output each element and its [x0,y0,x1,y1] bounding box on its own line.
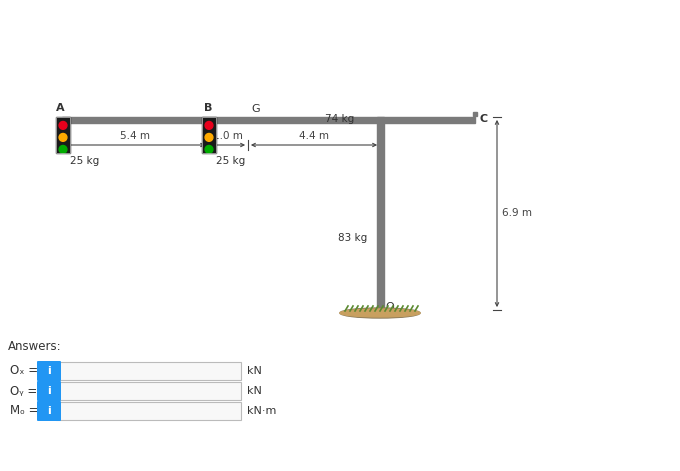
Bar [202,117,216,153]
Text: Oₓ =: Oₓ = [10,365,38,377]
Bar [56,382,241,400]
Text: Answers:: Answers: [8,340,62,353]
Text: 1.0 m: 1.0 m [213,131,243,141]
Text: 74 kg: 74 kg [325,114,354,124]
Text: 25 kg: 25 kg [70,156,99,166]
Text: kN: kN [247,386,262,396]
Text: i: i [47,406,51,416]
Bar [62,117,475,123]
Text: 4.4 m: 4.4 m [299,131,329,141]
Text: Oᵧ =: Oᵧ = [10,384,37,398]
Text: C: C [480,114,488,124]
Bar [202,117,216,153]
Text: i: i [47,366,51,376]
Text: 25 kg: 25 kg [216,156,245,166]
Text: 6.9 m: 6.9 m [502,208,532,218]
Circle shape [205,122,213,130]
Bar [56,117,70,153]
Bar [56,117,70,153]
FancyBboxPatch shape [37,361,61,381]
Bar [56,402,241,420]
Ellipse shape [340,308,420,318]
Circle shape [205,146,213,154]
Text: Mₒ =: Mₒ = [10,405,39,417]
FancyBboxPatch shape [37,401,61,421]
Text: kN: kN [247,366,262,376]
Text: 83 kg: 83 kg [338,233,367,243]
Text: kN·m: kN·m [247,406,276,416]
Ellipse shape [340,309,420,317]
Text: B: B [204,103,212,113]
Circle shape [59,133,67,141]
Text: G: G [251,104,260,114]
Circle shape [59,146,67,154]
Text: O: O [385,302,394,312]
Text: 5.4 m: 5.4 m [120,131,150,141]
FancyBboxPatch shape [37,381,61,401]
Text: A: A [56,103,65,113]
Circle shape [205,133,213,141]
Circle shape [59,122,67,130]
Bar [377,117,384,310]
Text: i: i [47,386,51,396]
Bar [56,362,241,380]
Bar [473,112,477,116]
